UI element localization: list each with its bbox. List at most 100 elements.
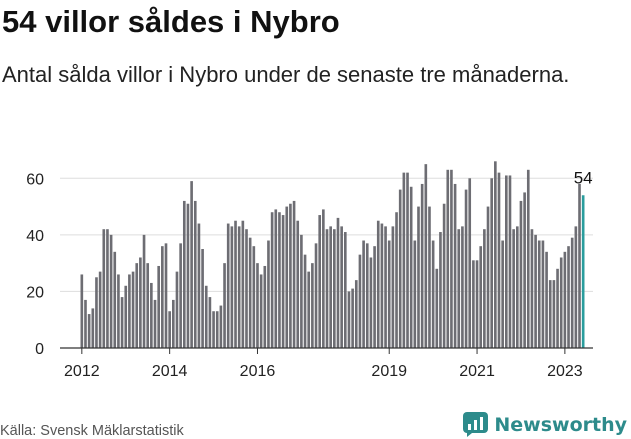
source-note: Källa: Svensk Mäklarstatistik <box>0 423 184 439</box>
bar-43 <box>237 226 241 348</box>
bar-29 <box>186 203 190 348</box>
bar-41 <box>230 226 234 348</box>
bar-51 <box>267 240 270 348</box>
bar-13 <box>128 274 131 348</box>
bar-23 <box>164 243 168 348</box>
brand-name: Newsworthy <box>494 413 627 436</box>
bar-89 <box>406 172 409 348</box>
bar-6 <box>102 229 106 348</box>
x-tick-label-2021: 2021 <box>459 363 495 380</box>
bar-1 <box>84 299 87 348</box>
bar-7 <box>106 229 109 348</box>
bar-121 <box>523 192 526 348</box>
bar-126 <box>541 240 545 348</box>
bar-62 <box>307 271 311 348</box>
bar-120 <box>519 200 523 348</box>
bar-70 <box>336 217 340 348</box>
y-tick-label-20: 20 <box>26 284 44 301</box>
bar-65 <box>318 215 322 348</box>
page-subtitle: Antal sålda villor i Nybro under de sena… <box>2 62 570 87</box>
bar-78 <box>365 243 369 348</box>
brand-logo[interactable]: Newsworthy <box>463 412 627 437</box>
bar-52 <box>270 212 274 348</box>
bar-86 <box>395 212 398 348</box>
bar-136 <box>578 183 581 348</box>
bar-73 <box>347 291 351 348</box>
bar-94 <box>424 164 428 348</box>
bar-28 <box>182 200 186 348</box>
bar-137 <box>581 195 585 348</box>
bar-97 <box>435 268 439 348</box>
bar-104 <box>461 226 464 348</box>
bar-95 <box>428 206 431 348</box>
newsworthy-logo-icon <box>463 412 489 437</box>
bar-5 <box>98 271 102 348</box>
bar-103 <box>457 229 461 348</box>
bar-60 <box>300 234 303 348</box>
bar-4 <box>95 277 98 348</box>
bar-99 <box>442 203 446 348</box>
y-tick-label-60: 60 <box>26 171 44 188</box>
bar-87 <box>398 189 402 348</box>
bar-3 <box>91 308 95 348</box>
bar-122 <box>526 169 530 348</box>
bar-77 <box>362 240 365 348</box>
bar-26 <box>175 271 179 348</box>
bar-96 <box>431 240 435 348</box>
bar-92 <box>417 206 420 348</box>
bar-57 <box>289 203 292 348</box>
bar-108 <box>475 260 479 348</box>
bar-67 <box>325 229 329 348</box>
bar-18 <box>146 263 150 348</box>
bar-80 <box>373 246 376 348</box>
bar-75 <box>354 280 358 348</box>
bar-48 <box>256 263 259 348</box>
bar-45 <box>245 229 248 348</box>
bar-30 <box>190 181 193 348</box>
bar-46 <box>248 237 252 348</box>
bar-130 <box>556 268 559 348</box>
bar-66 <box>322 209 325 348</box>
bar-85 <box>391 226 395 348</box>
bar-44 <box>241 220 245 348</box>
bar-119 <box>515 226 519 348</box>
annotation-label: 54 <box>574 168 593 187</box>
bar-84 <box>387 240 391 348</box>
bar-16 <box>139 257 142 348</box>
bar-93 <box>420 183 424 348</box>
bar-8 <box>109 234 113 348</box>
bar-64 <box>314 243 318 348</box>
bar-110 <box>483 229 486 348</box>
y-tick-label-0: 0 <box>35 341 44 358</box>
bar-127 <box>545 251 548 348</box>
bar-56 <box>285 206 289 348</box>
bar-83 <box>384 226 387 348</box>
bar-69 <box>333 229 336 348</box>
bar-101 <box>450 169 453 348</box>
bar-115 <box>501 240 504 348</box>
bar-133 <box>567 246 570 348</box>
bar-58 <box>292 200 296 348</box>
bar-79 <box>369 257 373 348</box>
bar-131 <box>559 257 563 348</box>
bar-114 <box>497 172 501 348</box>
bar-37 <box>215 311 219 348</box>
bar-53 <box>274 209 278 348</box>
bar-81 <box>376 220 380 348</box>
x-tick-label-2014: 2014 <box>152 363 188 380</box>
bar-21 <box>157 265 160 348</box>
bar-27 <box>179 243 182 348</box>
bar-0 <box>80 274 84 348</box>
bar-111 <box>486 206 490 348</box>
bar-2 <box>87 314 91 348</box>
bar-9 <box>113 251 117 348</box>
bar-118 <box>512 229 515 348</box>
bar-31 <box>193 200 197 348</box>
bar-42 <box>234 220 237 348</box>
y-tick-label-40: 40 <box>26 228 44 245</box>
bar-20 <box>153 299 157 348</box>
x-tick-label-2023: 2023 <box>547 363 583 380</box>
bar-49 <box>259 274 263 348</box>
bar-39 <box>223 263 226 348</box>
bar-125 <box>537 240 541 348</box>
